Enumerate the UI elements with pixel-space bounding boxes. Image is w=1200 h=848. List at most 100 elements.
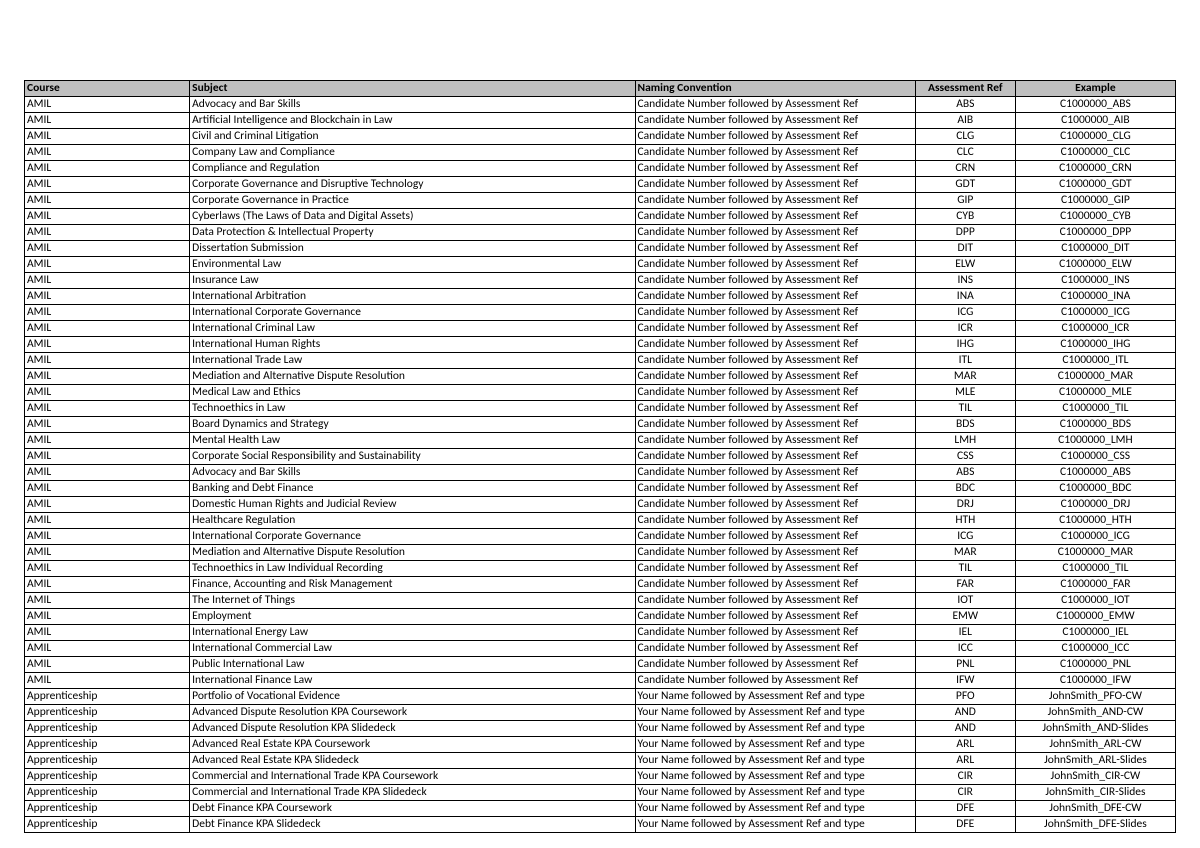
cell-example: JohnSmith_CIR-CW [1015,769,1175,785]
cell-ref: ICG [915,305,1015,321]
table-row: AMILData Protection & Intellectual Prope… [25,225,1176,241]
cell-example: JohnSmith_CIR-Slides [1015,785,1175,801]
table-row: AMILInternational Human RightsCandidate … [25,337,1176,353]
cell-subject: Advanced Dispute Resolution KPA Slidedec… [190,721,635,737]
table-row: AMILInternational Corporate GovernanceCa… [25,529,1176,545]
cell-ref: CIR [915,785,1015,801]
cell-course: AMIL [25,305,190,321]
table-body: AMILAdvocacy and Bar SkillsCandidate Num… [25,97,1176,833]
cell-course: AMIL [25,129,190,145]
cell-ref: IOT [915,593,1015,609]
table-row: AMILEmploymentCandidate Number followed … [25,609,1176,625]
table-row: AMILInternational Criminal LawCandidate … [25,321,1176,337]
cell-subject: Dissertation Submission [190,241,635,257]
cell-course: AMIL [25,161,190,177]
cell-ref: ITL [915,353,1015,369]
table-row: AMILAdvocacy and Bar SkillsCandidate Num… [25,97,1176,113]
table-row: AMILInternational ArbitrationCandidate N… [25,289,1176,305]
cell-naming: Your Name followed by Assessment Ref and… [635,801,915,817]
cell-ref: AND [915,705,1015,721]
cell-ref: ICG [915,529,1015,545]
cell-ref: CYB [915,209,1015,225]
cell-ref: BDC [915,481,1015,497]
table-row: AMILInsurance LawCandidate Number follow… [25,273,1176,289]
cell-course: AMIL [25,529,190,545]
cell-course: AMIL [25,593,190,609]
cell-course: AMIL [25,241,190,257]
cell-naming: Candidate Number followed by Assessment … [635,481,915,497]
cell-ref: TIL [915,561,1015,577]
cell-ref: GDT [915,177,1015,193]
cell-course: AMIL [25,561,190,577]
cell-example: C1000000_ICR [1015,321,1175,337]
cell-course: Apprenticeship [25,705,190,721]
cell-course: AMIL [25,673,190,689]
cell-ref: ICC [915,641,1015,657]
cell-example: C1000000_CYB [1015,209,1175,225]
cell-ref: INS [915,273,1015,289]
cell-subject: Advanced Real Estate KPA Coursework [190,737,635,753]
cell-naming: Your Name followed by Assessment Ref and… [635,737,915,753]
cell-naming: Candidate Number followed by Assessment … [635,401,915,417]
table-row: AMILPublic International LawCandidate Nu… [25,657,1176,673]
cell-naming: Your Name followed by Assessment Ref and… [635,769,915,785]
table-row: AMILArtificial Intelligence and Blockcha… [25,113,1176,129]
col-course: Course [25,81,190,97]
cell-naming: Candidate Number followed by Assessment … [635,193,915,209]
cell-course: AMIL [25,273,190,289]
cell-ref: CLG [915,129,1015,145]
cell-course: AMIL [25,257,190,273]
cell-example: C1000000_IHG [1015,337,1175,353]
cell-naming: Candidate Number followed by Assessment … [635,433,915,449]
cell-subject: Debt Finance KPA Coursework [190,801,635,817]
cell-naming: Candidate Number followed by Assessment … [635,529,915,545]
cell-course: AMIL [25,545,190,561]
cell-course: Apprenticeship [25,737,190,753]
cell-ref: CLC [915,145,1015,161]
cell-course: AMIL [25,513,190,529]
cell-example: C1000000_IOT [1015,593,1175,609]
cell-naming: Candidate Number followed by Assessment … [635,657,915,673]
table-row: ApprenticeshipCommercial and Internation… [25,785,1176,801]
cell-naming: Candidate Number followed by Assessment … [635,241,915,257]
table-row: ApprenticeshipDebt Finance KPA Slidedeck… [25,817,1176,833]
cell-subject: International Corporate Governance [190,305,635,321]
cell-naming: Candidate Number followed by Assessment … [635,449,915,465]
table-header: Course Subject Naming Convention Assessm… [25,81,1176,97]
col-example: Example [1015,81,1175,97]
cell-naming: Candidate Number followed by Assessment … [635,673,915,689]
cell-example: C1000000_INS [1015,273,1175,289]
cell-ref: CIR [915,769,1015,785]
cell-course: AMIL [25,465,190,481]
cell-ref: DRJ [915,497,1015,513]
cell-course: AMIL [25,481,190,497]
header-row: Course Subject Naming Convention Assessm… [25,81,1176,97]
cell-course: AMIL [25,113,190,129]
cell-example: JohnSmith_AND-Slides [1015,721,1175,737]
table-row: AMILThe Internet of ThingsCandidate Numb… [25,593,1176,609]
cell-subject: Environmental Law [190,257,635,273]
cell-subject: Advanced Real Estate KPA Slidedeck [190,753,635,769]
cell-subject: Mediation and Alternative Dispute Resolu… [190,545,635,561]
col-subject: Subject [190,81,635,97]
cell-example: C1000000_CLG [1015,129,1175,145]
cell-ref: ICR [915,321,1015,337]
cell-naming: Candidate Number followed by Assessment … [635,113,915,129]
table-row: AMILMediation and Alternative Dispute Re… [25,545,1176,561]
cell-course: Apprenticeship [25,785,190,801]
cell-course: AMIL [25,97,190,113]
cell-naming: Candidate Number followed by Assessment … [635,289,915,305]
cell-example: C1000000_LMH [1015,433,1175,449]
cell-naming: Your Name followed by Assessment Ref and… [635,817,915,833]
cell-ref: PFO [915,689,1015,705]
cell-example: JohnSmith_ARL-CW [1015,737,1175,753]
table-row: AMILEnvironmental LawCandidate Number fo… [25,257,1176,273]
cell-naming: Candidate Number followed by Assessment … [635,177,915,193]
cell-naming: Your Name followed by Assessment Ref and… [635,785,915,801]
cell-course: AMIL [25,385,190,401]
cell-naming: Your Name followed by Assessment Ref and… [635,753,915,769]
table-row: AMILAdvocacy and Bar SkillsCandidate Num… [25,465,1176,481]
cell-subject: Finance, Accounting and Risk Management [190,577,635,593]
table-row: AMILFinance, Accounting and Risk Managem… [25,577,1176,593]
cell-example: C1000000_CRN [1015,161,1175,177]
